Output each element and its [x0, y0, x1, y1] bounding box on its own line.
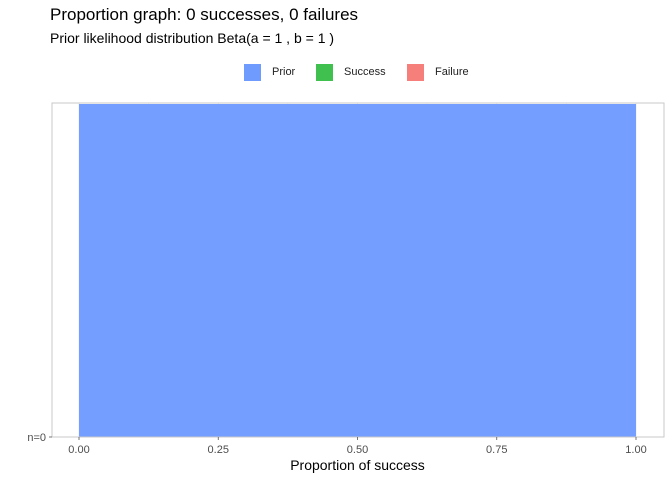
legend-label-success: Success	[344, 66, 386, 78]
y-ticks: n=0	[27, 432, 52, 444]
y-tick-label-0: n=0	[27, 432, 46, 444]
x-axis-title: Proportion of success	[290, 457, 425, 473]
x-tick-label-2: 0.50	[347, 444, 368, 456]
legend-item-prior: Prior	[244, 62, 295, 82]
x-tick-label-1: 0.25	[208, 444, 229, 456]
legend-item-success: Success	[316, 62, 386, 82]
legend-swatch-success	[316, 63, 333, 81]
x-tick-label-4: 1.00	[625, 444, 646, 456]
legend: Prior Success Failure	[0, 62, 672, 82]
bar-prior	[79, 104, 636, 437]
chart-title: Proportion graph: 0 successes, 0 failure…	[50, 5, 359, 24]
legend-swatch-prior	[244, 63, 261, 81]
legend-label-prior: Prior	[272, 66, 296, 78]
legend-label-failure: Failure	[435, 66, 469, 78]
legend-swatch-failure	[407, 63, 424, 81]
bars	[79, 104, 636, 437]
chart-subtitle: Prior likelihood distribution Beta(a = 1…	[50, 30, 335, 46]
x-tick-label-0: 0.00	[68, 444, 89, 456]
legend-item-failure: Failure	[407, 62, 469, 82]
x-tick-label-3: 0.75	[486, 444, 507, 456]
panel-border	[51, 102, 665, 438]
x-ticks: 0.00 0.25 0.50 0.75 1.00	[68, 437, 647, 456]
